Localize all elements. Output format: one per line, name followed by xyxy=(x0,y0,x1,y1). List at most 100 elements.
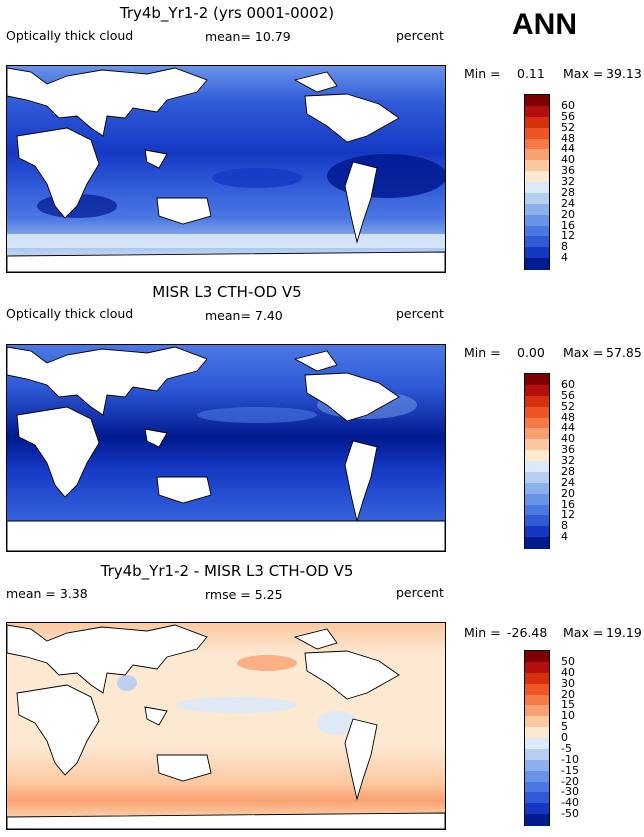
colorbar-tick-label: 56 xyxy=(561,388,575,402)
units-label: percent xyxy=(396,306,444,321)
colorbar-tick-label: 8 xyxy=(561,519,568,533)
colorbar-tick-label: 52 xyxy=(561,399,575,413)
colorbar-tick-label: -40 xyxy=(561,796,579,810)
colorbar-swatch xyxy=(525,203,549,216)
panel-title: Try4b_Yr1-2 - MISR L3 CTH-OD V5 xyxy=(100,562,354,580)
colorbar-swatch xyxy=(525,428,549,440)
coastlines xyxy=(7,624,445,829)
colorbar-swatch xyxy=(525,225,549,237)
colorbar-tick-label: 24 xyxy=(561,196,575,210)
variable-label: Optically thick cloud xyxy=(6,28,134,43)
colorbar-swatch xyxy=(525,515,549,527)
colorbar-swatch xyxy=(525,727,549,739)
colorbar-swatch xyxy=(525,672,549,685)
colorbar-swatch xyxy=(525,759,549,772)
colorbar-tick-label: 48 xyxy=(561,131,575,145)
colorbar-swatch xyxy=(525,374,549,386)
colorbar-swatch xyxy=(525,450,549,462)
colorbar-tick-label: -5 xyxy=(561,741,572,755)
colorbar-tick-label: 8 xyxy=(561,240,568,254)
rmse-label: rmse = 5.25 xyxy=(205,587,283,602)
units-label: percent xyxy=(396,585,444,600)
season-label: ANN xyxy=(512,8,577,41)
colorbar-tick-label: 24 xyxy=(561,475,575,489)
colorbar-swatch xyxy=(525,651,549,663)
colorbar-swatch xyxy=(525,182,549,194)
colorbar-tick-label: 40 xyxy=(561,153,575,167)
coastlines xyxy=(7,346,445,551)
colorbar-tick-label: 32 xyxy=(561,454,575,467)
mean-label: mean= 7.40 xyxy=(205,308,283,323)
colorbar-tick-label: 16 xyxy=(561,497,575,511)
colorbar-swatch xyxy=(525,493,549,505)
max-value: 39.13 xyxy=(606,66,642,81)
colorbar-tick-label: 32 xyxy=(561,175,575,188)
mean-label: mean = 3.38 xyxy=(6,586,88,601)
colorbar-swatch xyxy=(525,803,549,815)
colorbar-swatch xyxy=(525,439,549,451)
min-value: 0.11 xyxy=(517,66,545,81)
min-label: Min = xyxy=(464,625,501,640)
colorbar-swatch xyxy=(525,526,549,538)
colorbar-tick-label: -20 xyxy=(561,774,579,788)
colorbar-swatch xyxy=(525,748,549,761)
colorbar-swatch xyxy=(525,738,549,750)
colorbar-swatch xyxy=(525,105,549,118)
colorbar-tick-label: 4 xyxy=(561,251,568,265)
colorbar-tick-label: 12 xyxy=(561,508,575,522)
colorbar-tick-label: 50 xyxy=(561,654,575,668)
colorbar-tick-label: 20 xyxy=(561,687,575,701)
colorbar-tick-label: 48 xyxy=(561,410,575,424)
colorbar-swatch xyxy=(525,504,549,516)
map-difference xyxy=(6,622,446,830)
colorbar-tick-label: 40 xyxy=(561,432,575,446)
colorbar-tick-label: 16 xyxy=(561,218,575,232)
colorbar xyxy=(524,94,550,270)
colorbar-swatch xyxy=(525,116,549,129)
colorbar-tick-label: 5 xyxy=(561,720,568,734)
colorbar-swatch xyxy=(525,482,549,495)
colorbar-tick-label: 30 xyxy=(561,676,575,690)
variable-label: Optically thick cloud xyxy=(6,306,134,321)
colorbar-swatch xyxy=(525,95,549,107)
colorbar-swatch xyxy=(525,417,549,429)
colorbar-swatch xyxy=(525,471,549,484)
min-value: 0.00 xyxy=(517,345,545,360)
colorbar-swatch xyxy=(525,814,549,826)
colorbar-tick-label: -10 xyxy=(561,752,579,766)
colorbar-tick-label: 44 xyxy=(561,142,575,156)
panel-title: Try4b_Yr1-2 (yrs 0001-0002) xyxy=(119,4,335,22)
colorbar xyxy=(524,650,550,826)
colorbar-tick-label: 36 xyxy=(561,164,575,178)
colorbar-swatch xyxy=(525,149,549,161)
colorbar-swatch xyxy=(525,258,549,270)
colorbar-tick-label: -30 xyxy=(561,785,579,799)
colorbar-swatch xyxy=(525,705,549,717)
panel-title: MISR L3 CTH-OD V5 xyxy=(152,283,302,301)
map-model xyxy=(6,65,446,273)
colorbar-swatch xyxy=(525,716,549,728)
colorbar-tick-label: 60 xyxy=(561,377,575,391)
colorbar-swatch xyxy=(525,160,549,172)
colorbar-swatch xyxy=(525,236,549,248)
colorbar-tick-label: -15 xyxy=(561,763,579,777)
colorbar-swatch xyxy=(525,694,549,706)
colorbar-swatch xyxy=(525,214,549,226)
max-value: 19.19 xyxy=(606,625,642,640)
units-label: percent xyxy=(396,28,444,43)
colorbar-tick-label: 28 xyxy=(561,185,575,199)
colorbar-swatch xyxy=(525,384,549,397)
colorbar-tick-label: -50 xyxy=(561,807,579,821)
colorbar-swatch xyxy=(525,192,549,205)
colorbar-tick-label: 40 xyxy=(561,665,575,679)
colorbar-swatch xyxy=(525,395,549,408)
colorbar-swatch xyxy=(525,537,549,549)
colorbar-tick-label: 28 xyxy=(561,464,575,478)
coastlines xyxy=(7,67,445,272)
min-label: Min = xyxy=(464,66,501,81)
colorbar-swatch xyxy=(525,661,549,674)
colorbar-swatch xyxy=(525,683,549,695)
colorbar-swatch xyxy=(525,406,549,418)
colorbar-tick-label: 4 xyxy=(561,530,568,544)
colorbar-tick-label: 20 xyxy=(561,486,575,500)
